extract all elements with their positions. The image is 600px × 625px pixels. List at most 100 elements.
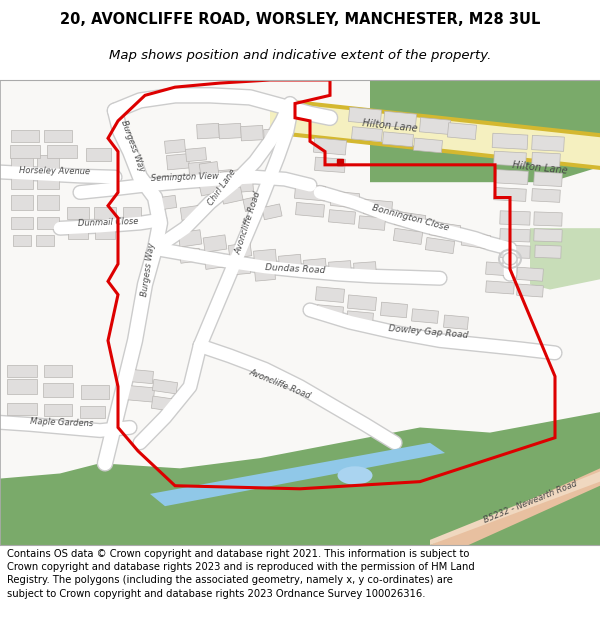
Bar <box>37 217 59 229</box>
Bar <box>485 281 514 294</box>
Bar <box>492 133 528 149</box>
Bar <box>329 209 355 224</box>
Bar <box>7 365 37 378</box>
Polygon shape <box>270 98 600 170</box>
Bar <box>199 161 219 176</box>
Text: Hilton Lane: Hilton Lane <box>512 159 568 176</box>
Bar <box>188 161 212 176</box>
Bar <box>383 132 413 147</box>
Bar <box>123 207 141 219</box>
Bar <box>532 152 560 167</box>
Bar <box>243 196 263 212</box>
Bar <box>67 207 89 219</box>
Bar <box>443 315 469 329</box>
Bar <box>517 267 544 281</box>
Bar <box>95 227 115 239</box>
Bar <box>11 154 33 169</box>
Polygon shape <box>0 80 600 545</box>
Bar <box>461 232 491 249</box>
Bar <box>316 287 344 302</box>
Bar <box>68 227 88 239</box>
Polygon shape <box>150 442 445 506</box>
Bar <box>197 123 220 139</box>
Bar <box>349 107 382 124</box>
Bar <box>278 254 302 269</box>
Bar <box>81 384 109 399</box>
Text: B5232 - Newearth Road: B5232 - Newearth Road <box>482 479 578 525</box>
Bar <box>179 248 201 263</box>
Bar <box>347 311 373 326</box>
Bar <box>11 196 33 210</box>
Bar <box>254 267 275 281</box>
Bar <box>317 305 343 319</box>
Bar <box>7 403 37 415</box>
Polygon shape <box>430 471 600 545</box>
Bar <box>500 211 530 225</box>
Bar <box>429 221 461 239</box>
Text: Maple Gardens: Maple Gardens <box>30 417 94 428</box>
Polygon shape <box>430 468 600 562</box>
Bar <box>500 245 530 258</box>
Bar <box>94 207 116 219</box>
Bar <box>314 157 346 172</box>
Bar <box>532 136 565 151</box>
Bar <box>86 149 110 161</box>
Text: Chirl Lane: Chirl Lane <box>206 168 238 207</box>
Bar <box>394 228 422 244</box>
Text: Burgess Way: Burgess Way <box>140 242 156 296</box>
Bar <box>448 122 476 139</box>
Bar <box>47 146 77 158</box>
Text: 20, AVONCLIFFE ROAD, WORSLEY, MANCHESTER, M28 3UL: 20, AVONCLIFFE ROAD, WORSLEY, MANCHESTER… <box>60 12 540 28</box>
Bar <box>313 138 347 155</box>
Bar <box>533 172 562 186</box>
Polygon shape <box>0 412 600 545</box>
Text: Avoncliffe Road: Avoncliffe Road <box>233 191 262 256</box>
Text: Contains OS data © Crown copyright and database right 2021. This information is : Contains OS data © Crown copyright and d… <box>7 549 475 599</box>
Bar <box>37 154 59 169</box>
Bar <box>11 175 33 189</box>
Bar <box>178 230 202 247</box>
Text: Semington View: Semington View <box>151 171 219 182</box>
Bar <box>79 406 104 418</box>
Text: Dowley Gap Road: Dowley Gap Road <box>388 324 469 341</box>
Bar <box>180 206 200 220</box>
Bar <box>218 123 241 139</box>
Bar <box>331 191 359 208</box>
Ellipse shape <box>337 466 373 485</box>
Bar <box>44 404 72 416</box>
Bar <box>241 126 263 141</box>
Bar <box>164 175 182 189</box>
Bar <box>232 177 254 192</box>
Polygon shape <box>270 101 600 166</box>
Bar <box>11 130 39 142</box>
Bar <box>262 204 282 220</box>
Text: Map shows position and indicative extent of the property.: Map shows position and indicative extent… <box>109 49 491 62</box>
Bar <box>517 284 544 297</box>
Text: Burgess Way: Burgess Way <box>119 119 146 174</box>
Bar <box>364 199 392 216</box>
Bar <box>199 179 221 196</box>
Bar <box>383 111 416 128</box>
Bar <box>353 262 376 276</box>
Bar <box>166 154 190 170</box>
Polygon shape <box>370 80 600 182</box>
Bar <box>500 229 530 242</box>
Bar <box>203 235 227 252</box>
Bar <box>125 386 155 402</box>
Bar <box>151 396 179 412</box>
Bar <box>44 365 72 378</box>
Bar <box>220 170 240 184</box>
Bar <box>485 262 514 276</box>
Bar <box>10 146 40 158</box>
Bar <box>296 202 325 217</box>
Text: Avoncliffe Road: Avoncliffe Road <box>248 367 312 400</box>
Bar <box>37 196 59 210</box>
Bar <box>43 382 73 397</box>
Bar <box>164 139 185 153</box>
Bar <box>11 217 33 229</box>
Bar <box>295 184 326 201</box>
Bar <box>394 211 426 229</box>
Bar <box>496 169 529 184</box>
Bar <box>36 236 54 246</box>
Bar <box>230 261 250 275</box>
